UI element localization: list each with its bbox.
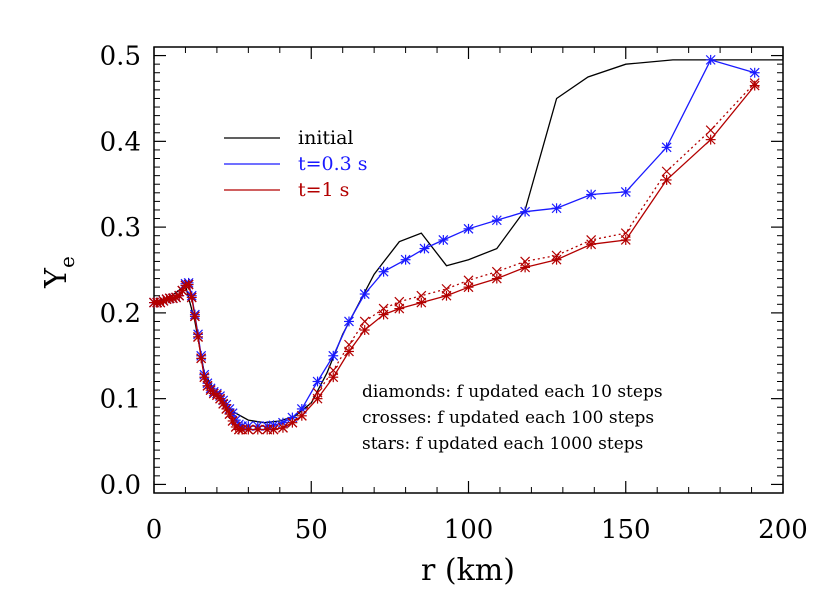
star-marker bbox=[344, 346, 354, 357]
star-marker bbox=[243, 424, 254, 435]
y-axis-title: Ye bbox=[39, 256, 79, 289]
y-tick-label: 0.4 bbox=[100, 127, 141, 157]
star-marker bbox=[189, 311, 200, 322]
axis-ticks bbox=[153, 47, 784, 493]
star-marker bbox=[438, 235, 449, 245]
axis-tick-labels: 0 50 100 150 200 0.0 0.1 0.2 0.3 0.4 0.5 bbox=[100, 42, 808, 545]
cross-marker bbox=[441, 283, 452, 294]
star-marker bbox=[661, 174, 672, 185]
annotation-block: diamonds: f updated each 10 steps crosse… bbox=[362, 382, 663, 454]
x-tick-label: 200 bbox=[758, 515, 808, 545]
series-line bbox=[154, 59, 755, 427]
x-tick-label: 150 bbox=[601, 515, 651, 545]
star-marker bbox=[328, 350, 339, 361]
star-marker bbox=[268, 424, 279, 435]
star-marker bbox=[296, 410, 307, 421]
star-marker bbox=[183, 279, 194, 290]
star-marker bbox=[749, 80, 760, 91]
series-0 bbox=[153, 59, 783, 424]
star-marker bbox=[705, 54, 716, 65]
star-marker bbox=[312, 393, 323, 404]
star-marker bbox=[328, 372, 339, 383]
svg-text:Ye: Ye bbox=[39, 256, 79, 289]
x-tick-label: 0 bbox=[146, 515, 163, 545]
series-1 bbox=[149, 54, 760, 432]
series-line bbox=[154, 82, 756, 431]
star-marker bbox=[551, 203, 562, 214]
legend-label-red: t=1 s bbox=[298, 179, 349, 201]
star-marker bbox=[394, 303, 405, 314]
star-marker bbox=[193, 331, 203, 342]
x-tick-label: 50 bbox=[295, 515, 328, 545]
cross-marker bbox=[705, 125, 716, 136]
legend-label-blue: t=0.3 s bbox=[298, 153, 368, 175]
star-marker bbox=[661, 142, 672, 153]
series-2 bbox=[149, 78, 760, 435]
star-marker bbox=[620, 235, 631, 245]
star-marker bbox=[586, 189, 597, 200]
legend: initial t=0.3 s t=1 s bbox=[224, 127, 368, 201]
star-marker bbox=[196, 353, 207, 364]
star-marker bbox=[359, 325, 370, 335]
star-marker bbox=[749, 67, 760, 78]
cross-marker bbox=[661, 166, 672, 177]
star-marker bbox=[463, 282, 474, 293]
star-marker bbox=[344, 316, 354, 327]
star-marker bbox=[491, 273, 502, 284]
star-marker bbox=[186, 292, 197, 303]
star-marker bbox=[620, 187, 631, 197]
y-tick-label: 0.3 bbox=[100, 213, 141, 243]
series-line bbox=[154, 85, 756, 431]
y-tick-label: 0.2 bbox=[100, 299, 141, 329]
star-marker bbox=[252, 424, 263, 435]
star-marker bbox=[312, 376, 323, 387]
annotation-crosses: crosses: f updated each 100 steps bbox=[362, 408, 654, 428]
star-marker bbox=[359, 289, 370, 299]
cross-marker bbox=[394, 296, 405, 307]
series-line bbox=[153, 59, 783, 424]
cross-marker bbox=[463, 275, 474, 286]
star-marker bbox=[491, 215, 502, 226]
star-marker bbox=[520, 262, 531, 273]
star-marker bbox=[705, 134, 716, 145]
star-marker bbox=[378, 309, 389, 320]
cross-marker bbox=[359, 316, 370, 327]
x-tick-label: 100 bbox=[444, 515, 494, 545]
series-layer bbox=[149, 54, 783, 435]
star-marker bbox=[586, 239, 597, 250]
series-3 bbox=[149, 80, 760, 435]
y-axis-title-main: Y bbox=[39, 267, 74, 289]
star-marker bbox=[400, 254, 411, 265]
star-marker bbox=[416, 297, 427, 308]
star-marker bbox=[441, 290, 452, 301]
star-marker bbox=[199, 372, 210, 383]
annotation-stars: stars: f updated each 1000 steps bbox=[362, 434, 643, 454]
star-marker bbox=[287, 412, 298, 423]
star-marker bbox=[277, 422, 288, 433]
y-axis-title-sub: e bbox=[55, 256, 79, 268]
legend-label-initial: initial bbox=[298, 127, 354, 149]
y-tick-label: 0.1 bbox=[100, 385, 141, 415]
star-marker bbox=[520, 206, 531, 217]
y-tick-label: 0.5 bbox=[100, 42, 141, 72]
star-marker bbox=[551, 254, 562, 265]
star-marker bbox=[287, 417, 298, 428]
x-axis-title: r (km) bbox=[421, 553, 515, 588]
star-marker bbox=[463, 223, 474, 234]
star-marker bbox=[419, 243, 430, 254]
annotation-diamonds: diamonds: f updated each 10 steps bbox=[362, 382, 663, 402]
cross-marker bbox=[416, 290, 427, 301]
cross-marker bbox=[491, 266, 502, 277]
star-marker bbox=[378, 266, 389, 277]
y-tick-label: 0.0 bbox=[100, 470, 141, 500]
